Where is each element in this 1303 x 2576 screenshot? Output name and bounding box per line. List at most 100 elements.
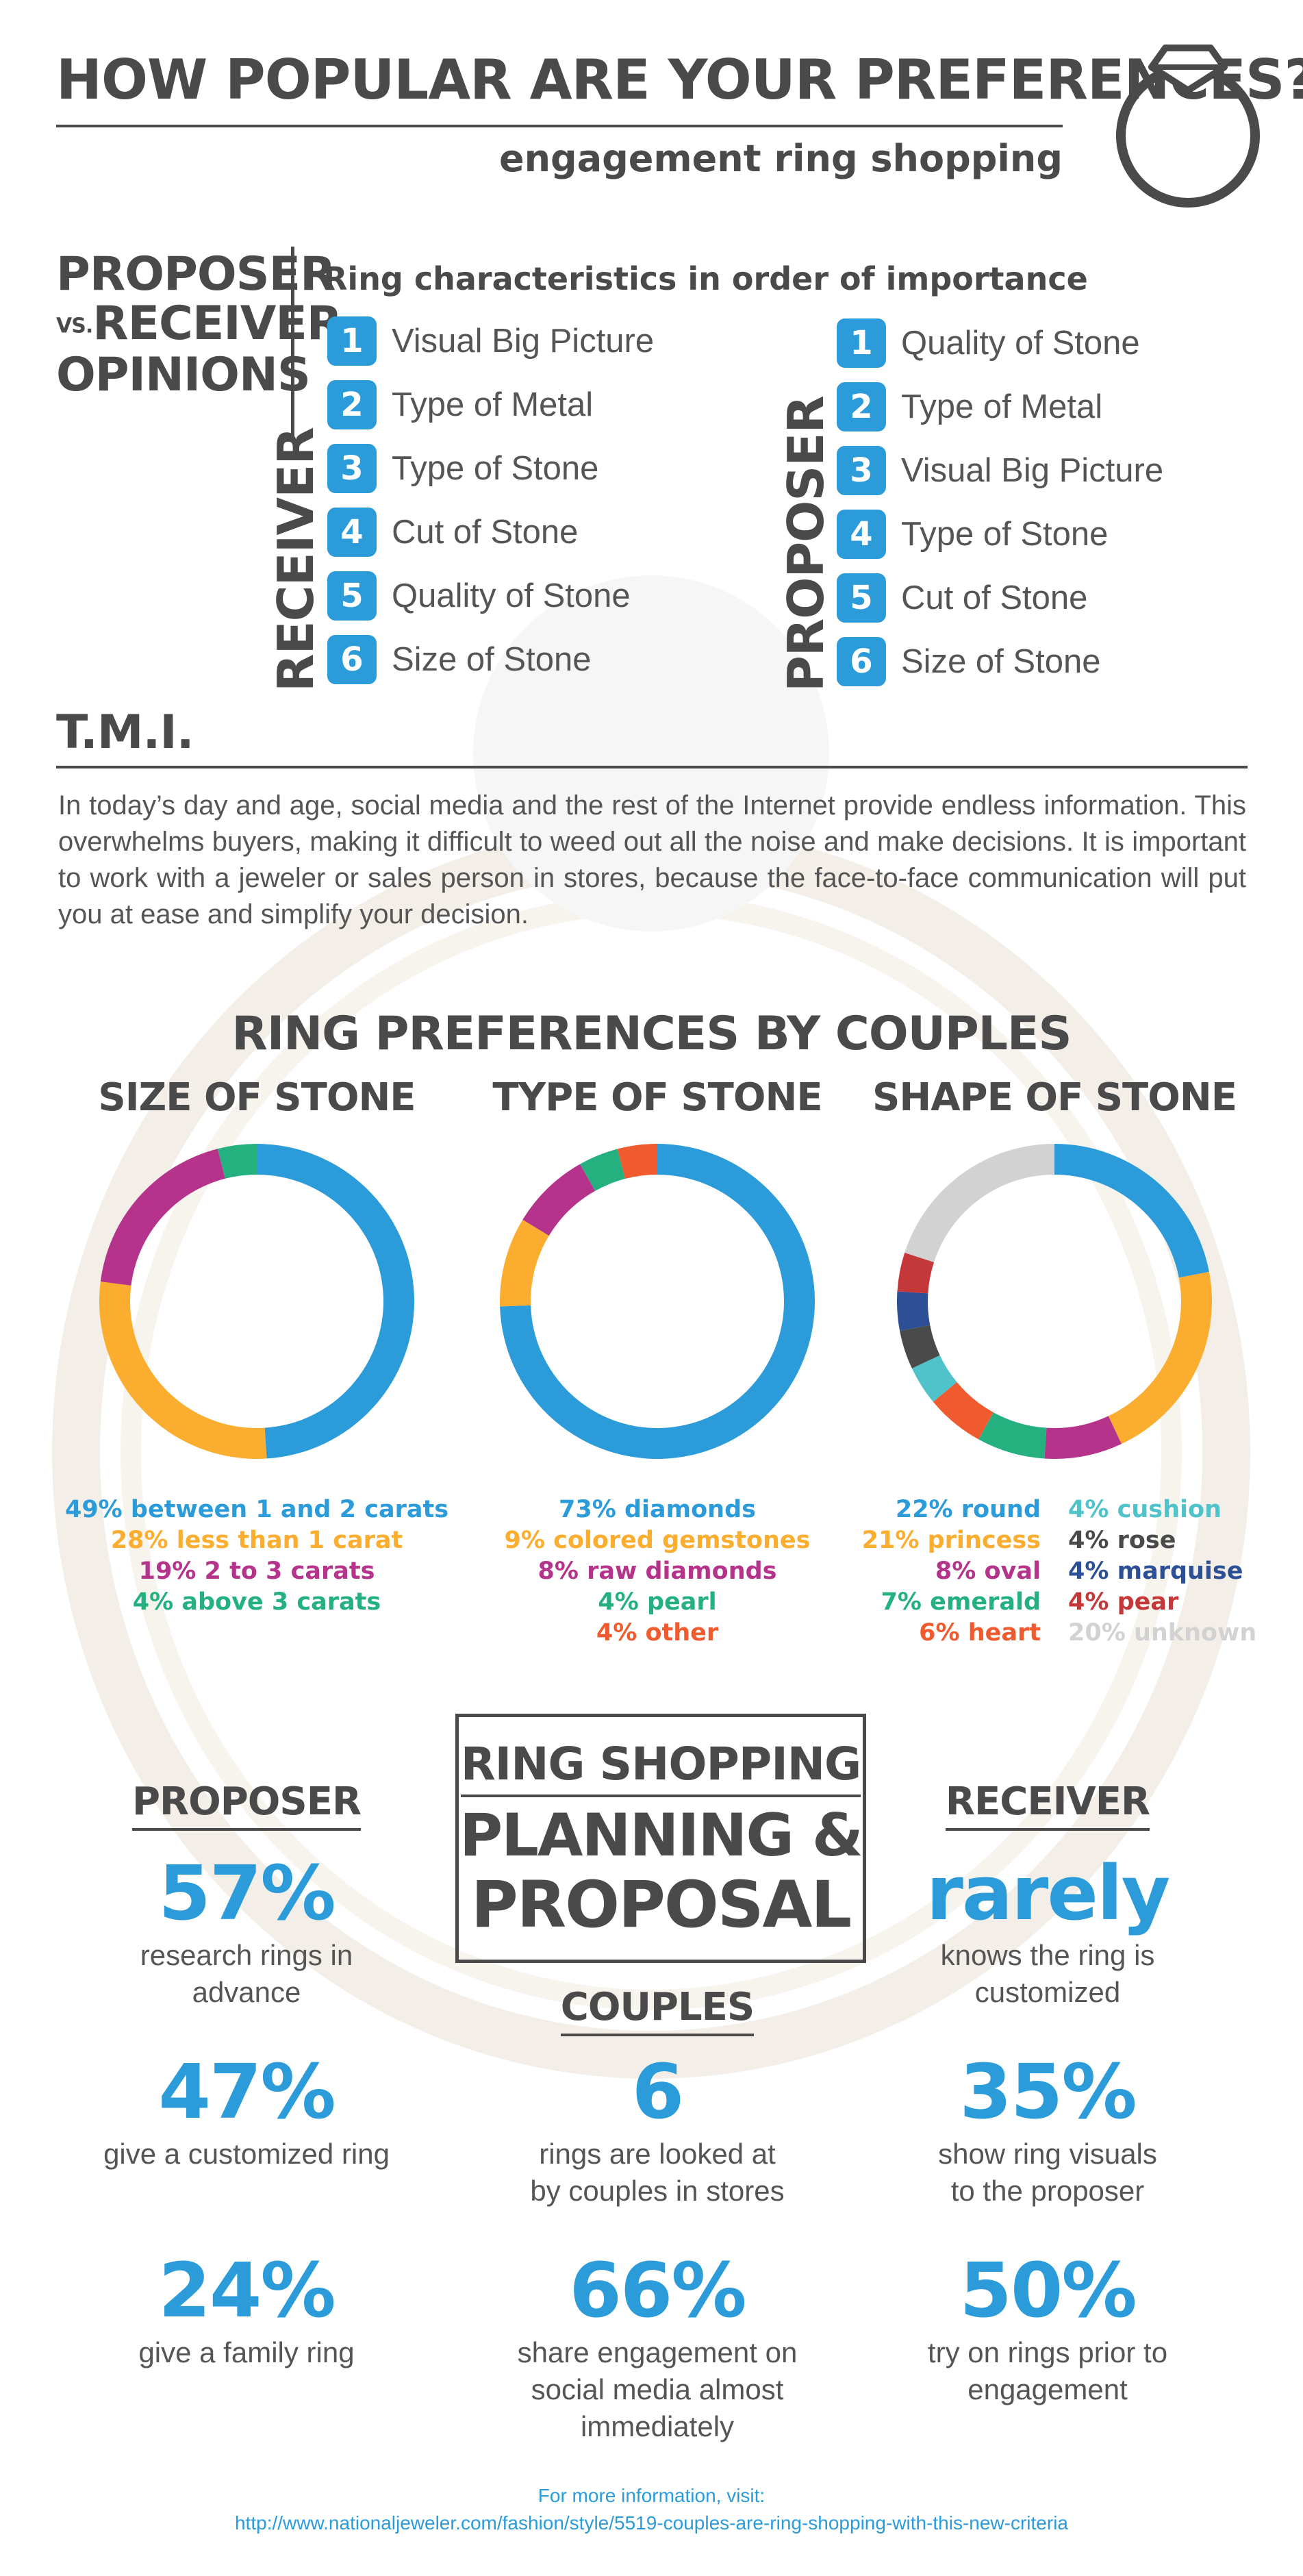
proposer-stat-1-value: 57% [158,1849,336,1937]
donut-slice [897,1291,931,1331]
shape-of-stone-donut [897,1144,1212,1459]
vs-word: VS. [56,314,93,338]
proposer-rank-item: 6 Size of Stone [837,637,1163,701]
receiver-rank-badge: 2 [327,380,377,429]
proposer-rank-badge: 4 [837,510,886,559]
donut-slice [904,1144,1054,1262]
donut-slice [900,1325,940,1368]
legend-item: 7% emerald [881,1588,1041,1616]
receiver-stat-3-text: try on rings prior to engagement [927,2336,1168,2405]
donut-slice [933,1381,994,1440]
receiver-rank-badge: 6 [327,635,377,684]
planning-box-line2: PLANNING & [459,1801,863,1870]
couples-column-heading: COUPLES [452,1985,863,2036]
proposer-vertical-label: PROPOSER [777,396,835,692]
opinions-heading: Ring characteristics in order of importa… [323,260,1088,297]
legend-item: 19% 2 to 3 carats [138,1558,375,1585]
shape-chart-title: SHAPE OF STONE [872,1075,1237,1120]
proposer-stat-2: 47% give a customized ring [41,2048,452,2173]
proposer-rank-badge: 3 [837,446,886,495]
tmi-body: In today’s day and age, social media and… [58,790,1246,929]
legend-item: 6% heart [919,1619,1041,1647]
preferences-title: RING PREFERENCES BY COUPLES [231,1007,1072,1061]
proposer-rank-item: 2 Type of Metal [837,382,1163,446]
receiver-rank-item: 1 Visual Big Picture [327,316,654,380]
legend-item: 4% above 3 carats [132,1588,381,1616]
legend-item: 9% colored gemstones [504,1527,811,1554]
receiver-stat-2: 35% show ring visuals to the proposer [842,2048,1253,2210]
proposer-rank-badge: 2 [837,382,886,432]
receiver-rank-item: 3 Type of Stone [327,444,654,508]
couples-stat-2: 66% share engagement on social media alm… [452,2247,863,2445]
planning-title-box: RING SHOPPING PLANNING & PROPOSAL [455,1714,866,1963]
proposer-rank-item: 1 Quality of Stone [837,318,1163,382]
opinions-word: OPINIONS [56,348,311,403]
couples-stat-2-text: share engagement on social media almost … [517,2336,798,2442]
type-chart-title: TYPE OF STONE [492,1075,822,1120]
donut-slice [978,1412,1047,1459]
couples-stat-1: 6 rings are looked at by couples in stor… [452,2048,863,2210]
receiver-rank-badge: 5 [327,571,377,621]
receiver-rank-badge: 3 [327,444,377,493]
legend-item: 22% round [895,1496,1041,1523]
proposer-stat-3: 24% give a family ring [41,2247,452,2371]
legend-item: 4% pearl [598,1588,717,1616]
proposer-stat-3-text: give a family ring [138,2336,355,2368]
proposer-stat-1-text: research rings in advance [140,1939,353,2008]
couples-stat-2-value: 66% [569,2247,746,2334]
donut-slice [99,1281,267,1459]
donut-slice [1044,1416,1122,1459]
size-legend: 49% between 1 and 2 carats 28% less than … [51,1495,462,1618]
proposer-stat-3-value: 24% [158,2247,336,2334]
receiver-rank-item: 5 Quality of Stone [327,571,654,635]
proposer-word: PROPOSER [56,247,336,301]
receiver-rank-item: 2 Type of Metal [327,380,654,444]
receiver-column-heading: RECEIVER [842,1779,1253,1831]
legend-item: 4% marquise [1068,1558,1243,1585]
receiver-stat-3: 50% try on rings prior to engagement [842,2247,1253,2408]
page-subtitle: engagement ring shopping [498,137,1063,180]
receiver-word: RECEIVER [92,297,342,351]
legend-item: 8% oval [935,1558,1041,1585]
proposer-rank-label: Type of Stone [901,516,1109,553]
receiver-stat-1-text: knows the ring is customized [940,1939,1155,2008]
receiver-stat-3-value: 50% [959,2247,1137,2334]
donut-slice [911,1355,957,1402]
donut-slice [500,1219,549,1307]
title-divider [56,125,1063,127]
receiver-stat-2-text: show ring visuals to the proposer [938,2138,1157,2207]
receiver-stat-1-value: rarely [926,1849,1171,1937]
receiver-rank-label: Cut of Stone [392,514,579,551]
planning-box-line3: PROPOSAL [470,1868,852,1942]
donut-slice [897,1252,935,1294]
proposer-rank-label: Visual Big Picture [901,452,1164,489]
donut-slice [522,1164,596,1236]
legend-item: 73% diamonds [559,1496,756,1523]
donut-slice [217,1144,257,1179]
proposer-rank-label: Quality of Stone [901,325,1140,362]
tmi-divider [56,766,1248,768]
receiver-rank-badge: 1 [327,316,377,366]
proposer-stat-1: 57% research rings in advance [41,1849,452,2011]
couples-stat-1-value: 6 [631,2048,685,2136]
opinions-divider [291,247,294,440]
legend-item: 21% princess [861,1527,1041,1554]
receiver-rank-label: Size of Stone [392,641,592,678]
legend-item: 8% raw diamonds [537,1558,777,1585]
tmi-title: T.M.I. [56,705,194,760]
donut-slice [257,1144,414,1459]
donut-slice [100,1149,225,1286]
page-title: HOW POPULAR ARE YOUR PREFERENCES? [56,48,1303,112]
receiver-rank-label: Visual Big Picture [392,323,655,360]
shape-legend-left: 22% round 21% princess 8% oval 7% emerald 6%… [822,1495,1041,1649]
footer-source-link[interactable]: http://www.nationaljeweler.com/fashion/s… [234,2512,1068,2534]
shape-legend-right: 4% cushion 4% rose 4% marquise 4% pear 20% u… [1068,1495,1294,1649]
size-of-stone-donut [99,1144,414,1459]
proposer-rank-item: 4 Type of Stone [837,510,1163,573]
receiver-stat-1: rarely knows the ring is customized [842,1849,1253,2011]
legend-item: 4% rose [1068,1527,1176,1554]
planning-box-line1: RING SHOPPING [460,1738,861,1797]
proposer-rank-label: Size of Stone [901,643,1101,680]
legend-item: 28% less than 1 carat [110,1527,403,1554]
